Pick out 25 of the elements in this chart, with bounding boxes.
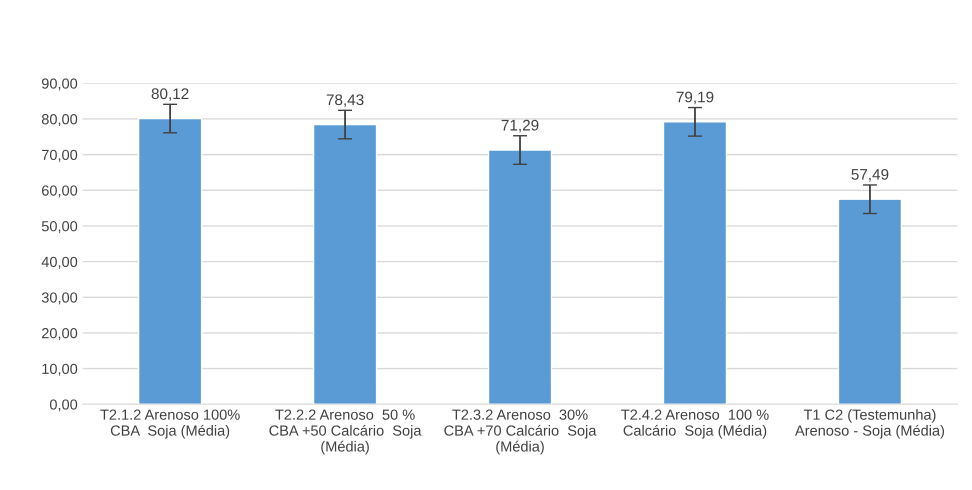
- data-label: 78,43: [326, 94, 364, 107]
- data-label: 79,19: [676, 92, 714, 104]
- y-tick-label: 80,00: [42, 114, 78, 126]
- bar: [662, 121, 728, 404]
- y-tick-label: 50,00: [42, 221, 78, 234]
- x-tick-label: T1 C2 (Testemunha) Arenoso - Soja (Média): [795, 409, 944, 439]
- y-tick-label: 40,00: [42, 256, 78, 269]
- y-tick-label: 10,00: [42, 364, 78, 376]
- data-label: 80,12: [152, 88, 188, 101]
- bar: [312, 124, 378, 404]
- x-tick-label: T2.3.2 Arenoso 30% CBA +70 Calcário Soja (Média): [444, 409, 596, 455]
- data-label: 57,49: [851, 168, 888, 182]
- bar: [138, 118, 202, 404]
- x-tick-label: T2.4.2 Arenoso 100 % Calcário Soja (Média): [621, 409, 769, 439]
- y-tick-label: 20,00: [42, 328, 78, 340]
- y-tick-label: 0,00: [50, 399, 78, 412]
- y-tick-label: 70,00: [42, 150, 78, 162]
- x-tick-label: T2.2.2 Arenoso 50 % CBA +50 Calcário Soja (Média): [269, 409, 422, 455]
- y-tick-label: 90,00: [42, 78, 78, 90]
- data-label: 71,29: [502, 120, 538, 132]
- y-tick-label: 30,00: [42, 292, 78, 304]
- bar: [488, 149, 552, 404]
- x-tick-label: T2.1.2 Arenoso 100% CBA Soja (Média): [100, 409, 240, 439]
- bar: [838, 198, 902, 404]
- y-tick-label: 60,00: [42, 185, 78, 198]
